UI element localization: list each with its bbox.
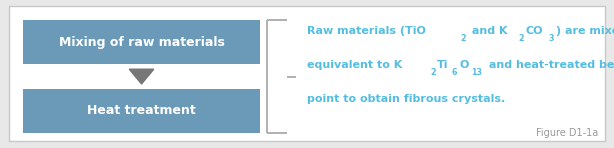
Text: CO: CO xyxy=(526,26,543,36)
Text: and heat-treated below the melting: and heat-treated below the melting xyxy=(486,60,614,70)
Text: and K: and K xyxy=(468,26,507,36)
Text: point to obtain fibrous crystals.: point to obtain fibrous crystals. xyxy=(307,94,505,104)
Text: Ti: Ti xyxy=(437,60,449,70)
Text: Raw materials (TiO: Raw materials (TiO xyxy=(307,26,426,36)
Text: 2: 2 xyxy=(519,34,524,43)
Text: Figure D1-1a: Figure D1-1a xyxy=(537,128,599,138)
Text: 6: 6 xyxy=(452,68,457,77)
FancyBboxPatch shape xyxy=(9,6,605,141)
Text: 2: 2 xyxy=(460,34,466,43)
Text: O: O xyxy=(459,60,468,70)
Text: equivalent to K: equivalent to K xyxy=(307,60,402,70)
Polygon shape xyxy=(130,69,154,84)
Text: 2: 2 xyxy=(430,68,435,77)
Text: 13: 13 xyxy=(471,68,482,77)
FancyBboxPatch shape xyxy=(23,20,260,64)
FancyBboxPatch shape xyxy=(23,89,260,133)
Text: Mixing of raw materials: Mixing of raw materials xyxy=(58,36,225,49)
Text: Heat treatment: Heat treatment xyxy=(87,104,196,118)
Text: 3: 3 xyxy=(548,34,554,43)
Text: ) are mixed in a ratio: ) are mixed in a ratio xyxy=(556,26,614,36)
